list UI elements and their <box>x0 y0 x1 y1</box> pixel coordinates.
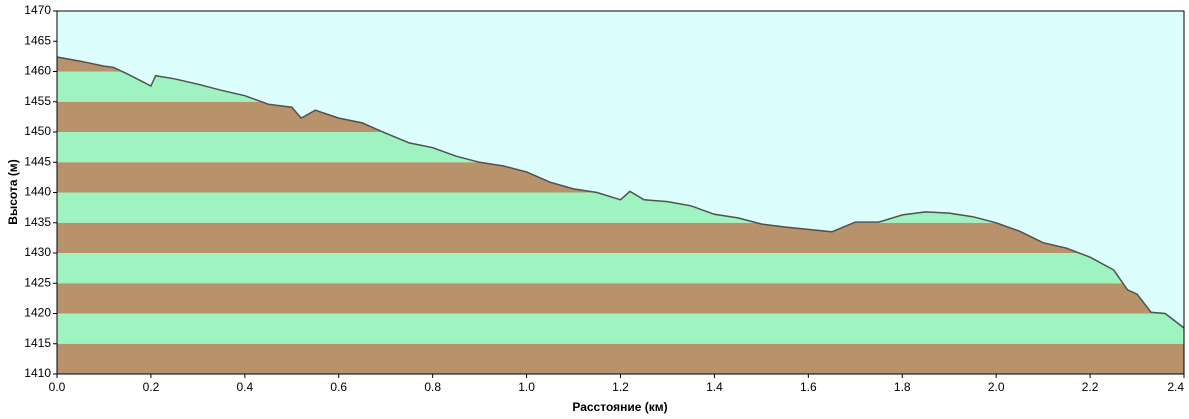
x-tick-label: 2.4 <box>1167 380 1184 394</box>
x-tick-label: 0.4 <box>236 380 253 394</box>
y-tick-label: 1435 <box>24 215 51 229</box>
elevation-line <box>56 56 1185 329</box>
x-tick-label: 2.0 <box>988 380 1005 394</box>
x-tick-label: 1.0 <box>518 380 535 394</box>
y-tick-label: 1415 <box>24 336 51 350</box>
x-tick-label: 0.0 <box>49 380 66 394</box>
elevation-band <box>57 313 1184 344</box>
elevation-band <box>57 222 1184 253</box>
y-tick-label: 1455 <box>24 94 51 108</box>
x-tick-label: 1.4 <box>706 380 723 394</box>
y-tick-label: 1425 <box>24 275 51 289</box>
x-tick-label: 2.2 <box>1082 380 1099 394</box>
elevation-band <box>57 253 1184 284</box>
y-tick-label: 1450 <box>24 124 51 138</box>
x-tick-label: 0.6 <box>330 380 347 394</box>
y-tick-label: 1460 <box>24 64 51 78</box>
y-axis-label: Высота (м) <box>6 159 20 224</box>
x-tick-label: 1.8 <box>894 380 911 394</box>
y-tick-label: 1465 <box>24 33 51 47</box>
y-tick-label: 1445 <box>24 154 51 168</box>
y-tick-label: 1420 <box>24 306 51 320</box>
y-tick-label: 1430 <box>24 245 51 259</box>
x-tick-label: 1.6 <box>800 380 817 394</box>
y-tick-label: 1470 <box>24 3 51 17</box>
elevation-band <box>57 343 1184 374</box>
x-tick-label: 1.2 <box>612 380 629 394</box>
x-tick-label: 0.2 <box>143 380 160 394</box>
y-tick-label: 1410 <box>24 366 51 380</box>
y-tick-label: 1440 <box>24 185 51 199</box>
elevation-band <box>57 283 1184 314</box>
x-tick-label: 0.8 <box>424 380 441 394</box>
x-axis-label: Расстояние (км) <box>572 400 667 414</box>
